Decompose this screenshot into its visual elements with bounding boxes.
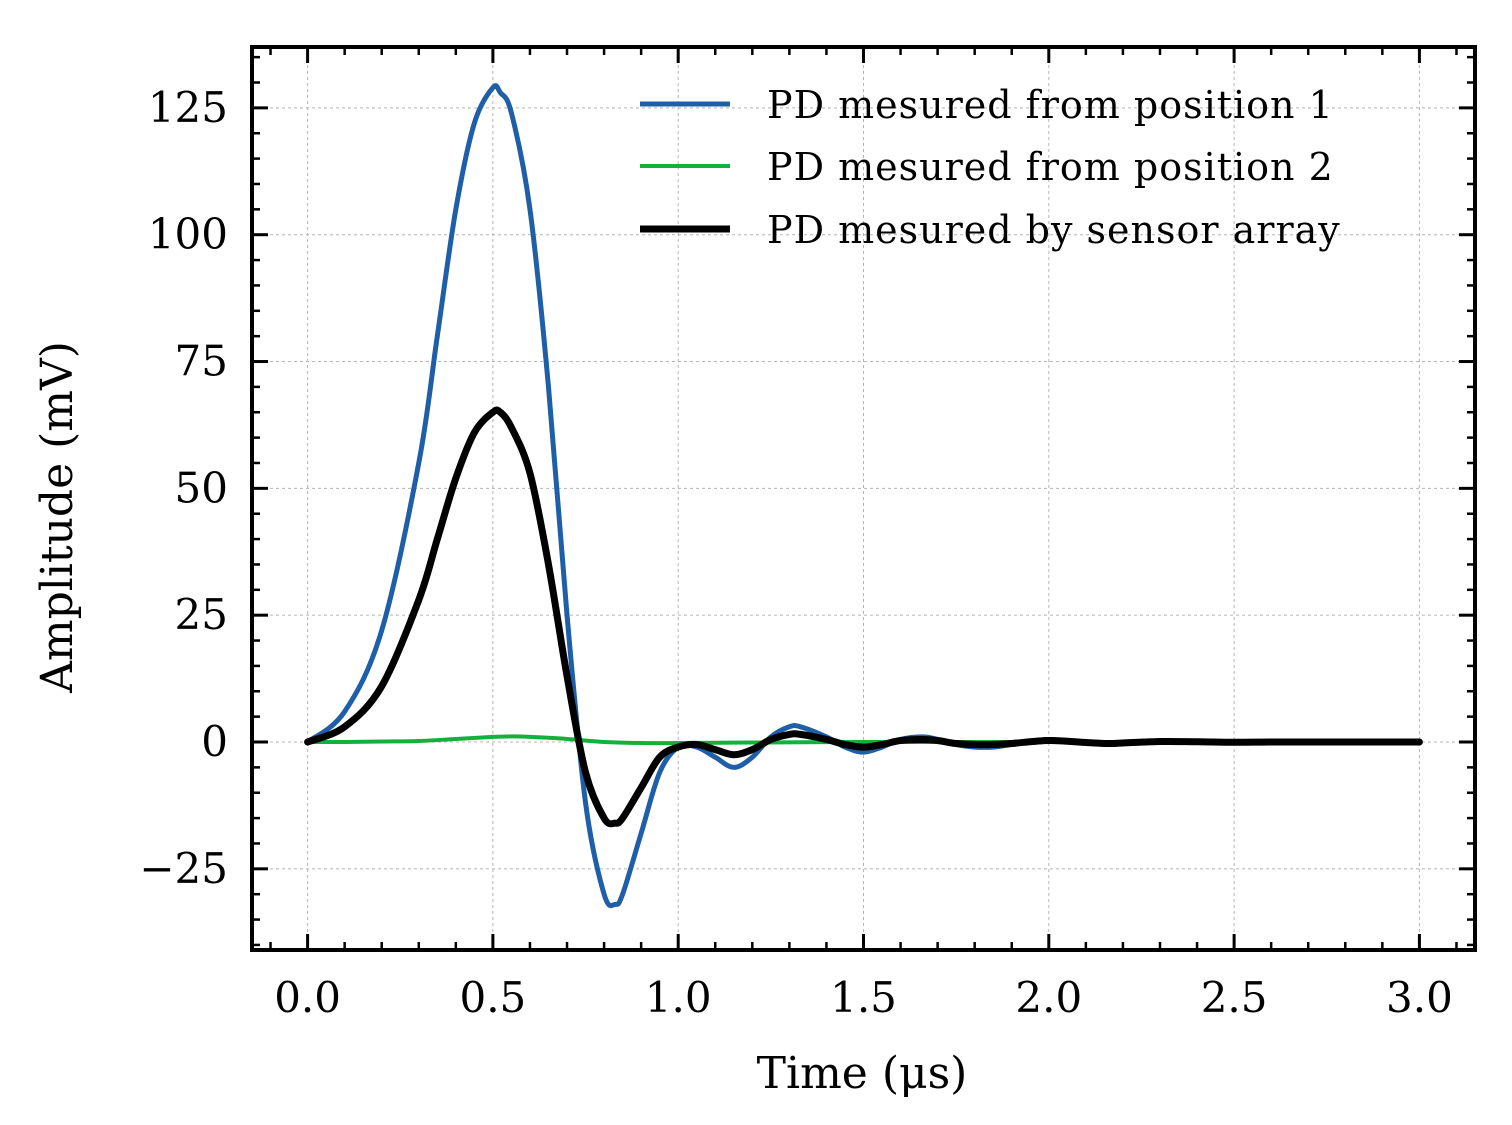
legend-label: PD mesured from position 1 — [767, 83, 1334, 127]
y-tick-label: 25 — [175, 590, 228, 639]
grid — [252, 47, 1475, 950]
y-tick-label: 0 — [201, 717, 228, 766]
x-tick-label: 3.0 — [1386, 973, 1453, 1022]
y-axis-ticks: −25 0 25 50 75 100 125 — [139, 55, 1475, 947]
x-axis-ticks: 0.0 0.5 1.0 1.5 2.0 2.5 3.0 — [269, 47, 1458, 1022]
y-tick-label: 50 — [175, 463, 228, 512]
y-axis-title: Amplitude (mV) — [32, 341, 83, 694]
legend-label: PD mesured from position 2 — [767, 145, 1334, 189]
legend: PD mesured from position 1 PD mesured fro… — [640, 83, 1341, 252]
x-tick-label: 2.5 — [1201, 973, 1268, 1022]
x-tick-label: 2.0 — [1015, 973, 1082, 1022]
y-tick-label: −25 — [139, 844, 228, 893]
y-tick-label: 125 — [148, 83, 228, 132]
series-line-sensor-array — [304, 406, 1423, 828]
x-tick-label: 1.0 — [645, 973, 712, 1022]
x-axis-title: Time (μs) — [757, 1048, 968, 1099]
plot-lines — [304, 83, 1423, 909]
x-tick-label: 0.5 — [459, 973, 526, 1022]
x-tick-label: 1.5 — [830, 973, 897, 1022]
y-tick-label: 100 — [148, 210, 228, 259]
legend-label: PD mesured by sensor array — [767, 208, 1341, 252]
y-tick-label: 75 — [175, 337, 228, 386]
x-tick-label: 0.0 — [274, 973, 341, 1022]
